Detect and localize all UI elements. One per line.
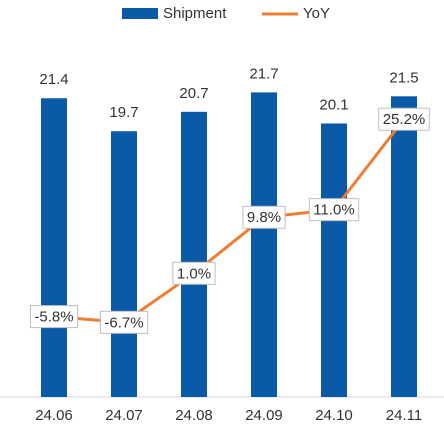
data-label-box [172,261,216,285]
bar [251,92,277,398]
bar [391,96,417,398]
data-label-box [308,198,360,222]
bar-label: 21.4 [39,71,68,88]
x-tick-label: 24.07 [105,407,143,424]
bar-label: 19.7 [109,104,138,121]
bar [181,111,207,397]
bar-label: 20.7 [179,85,208,102]
data-label: -5.8% [34,309,73,326]
data-label: 9.8% [247,209,281,226]
bar [41,98,67,398]
x-tick-label: 24.08 [175,407,213,424]
data-label-box [242,205,286,229]
x-tick-label: 24.09 [245,407,283,424]
data-label: -6.7% [104,314,143,331]
x-tick-label: 24.10 [315,407,353,424]
legend-label: Shipment [163,5,227,22]
x-tick-label: 24.06 [35,407,73,424]
bar-label: 21.5 [389,69,418,86]
data-label-box [29,305,79,329]
legend-label: YoY [303,5,330,22]
data-label-box [99,310,149,334]
data-label-box [378,107,430,131]
bar [111,131,137,397]
data-label: 11.0% [313,202,354,219]
bar [321,123,347,398]
bar-label: 20.1 [319,96,348,113]
data-label: 25.2% [383,111,426,128]
x-tick-label: 24.11 [386,407,422,424]
bar-label: 21.7 [249,65,278,82]
legend-swatch [122,8,158,19]
data-label: 1.0% [177,265,211,282]
